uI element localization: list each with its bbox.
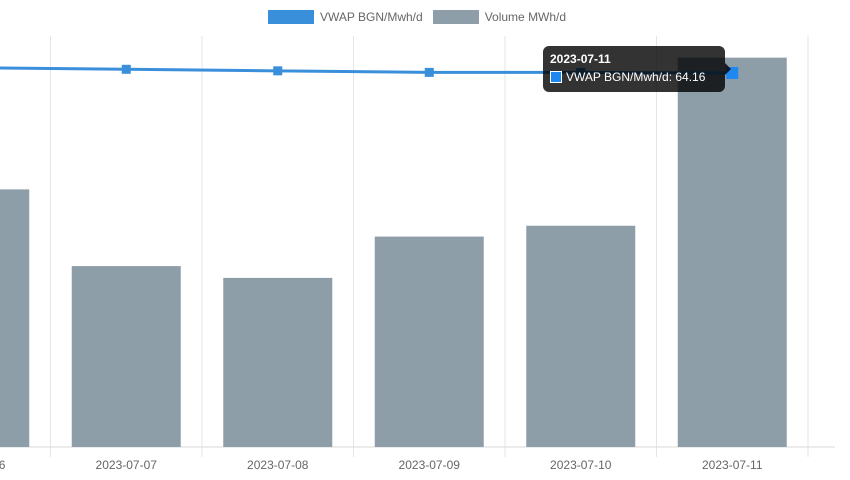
chart-tooltip: 2023-07-11 VWAP BGN/Mwh/d: 64.16 [543,46,731,92]
legend-item-vwap[interactable]: VWAP BGN/Mwh/d [268,10,423,24]
x-axis-ticks: 2023-07-06 2023-07-07 2023-07-08 2023-07-09… [0,458,763,472]
x-tick-label-2023-07-09: 2023-07-09 [399,458,461,472]
x-tick-label-2023-07-07: 2023-07-07 [96,458,158,472]
vwap-point-2023-07-08 [273,66,283,76]
legend-label-volume: Volume MWh/d [484,10,567,24]
volume-bar-2023-07-11 [677,57,787,447]
x-tick-label-2023-07-06: 2023-07-06 [0,458,6,472]
tooltip-color-swatch [550,71,562,83]
tooltip-text: VWAP BGN/Mwh/d: 64.16 [566,70,706,84]
x-tick-label-2023-07-11: 2023-07-11 [702,458,763,472]
tooltip-caret [725,63,731,75]
volume-bars [0,57,787,447]
legend-item-volume[interactable]: Volume MWh/d [432,10,567,24]
tooltip-body: VWAP BGN/Mwh/d: 64.16 [550,70,718,84]
vwap-point-2023-07-09 [424,67,434,77]
volume-bar-2023-07-09 [374,236,484,447]
volume-bar-2023-07-10 [526,225,636,447]
legend-label-vwap: VWAP BGN/Mwh/d [320,10,423,24]
x-tick-label-2023-07-10: 2023-07-10 [550,458,612,472]
chart-legend: VWAP BGN/Mwh/d Volume MWh/d [268,8,576,26]
volume-bar-2023-07-08 [223,277,333,447]
volume-bar-2023-07-07 [71,266,181,447]
legend-swatch-volume [432,10,479,24]
volume-bar-2023-07-06 [0,189,30,447]
x-tick-label-2023-07-08: 2023-07-08 [247,458,309,472]
vwap-point-2023-07-07 [121,64,131,74]
legend-swatch-vwap [268,10,314,24]
tooltip-title: 2023-07-11 [550,52,611,66]
